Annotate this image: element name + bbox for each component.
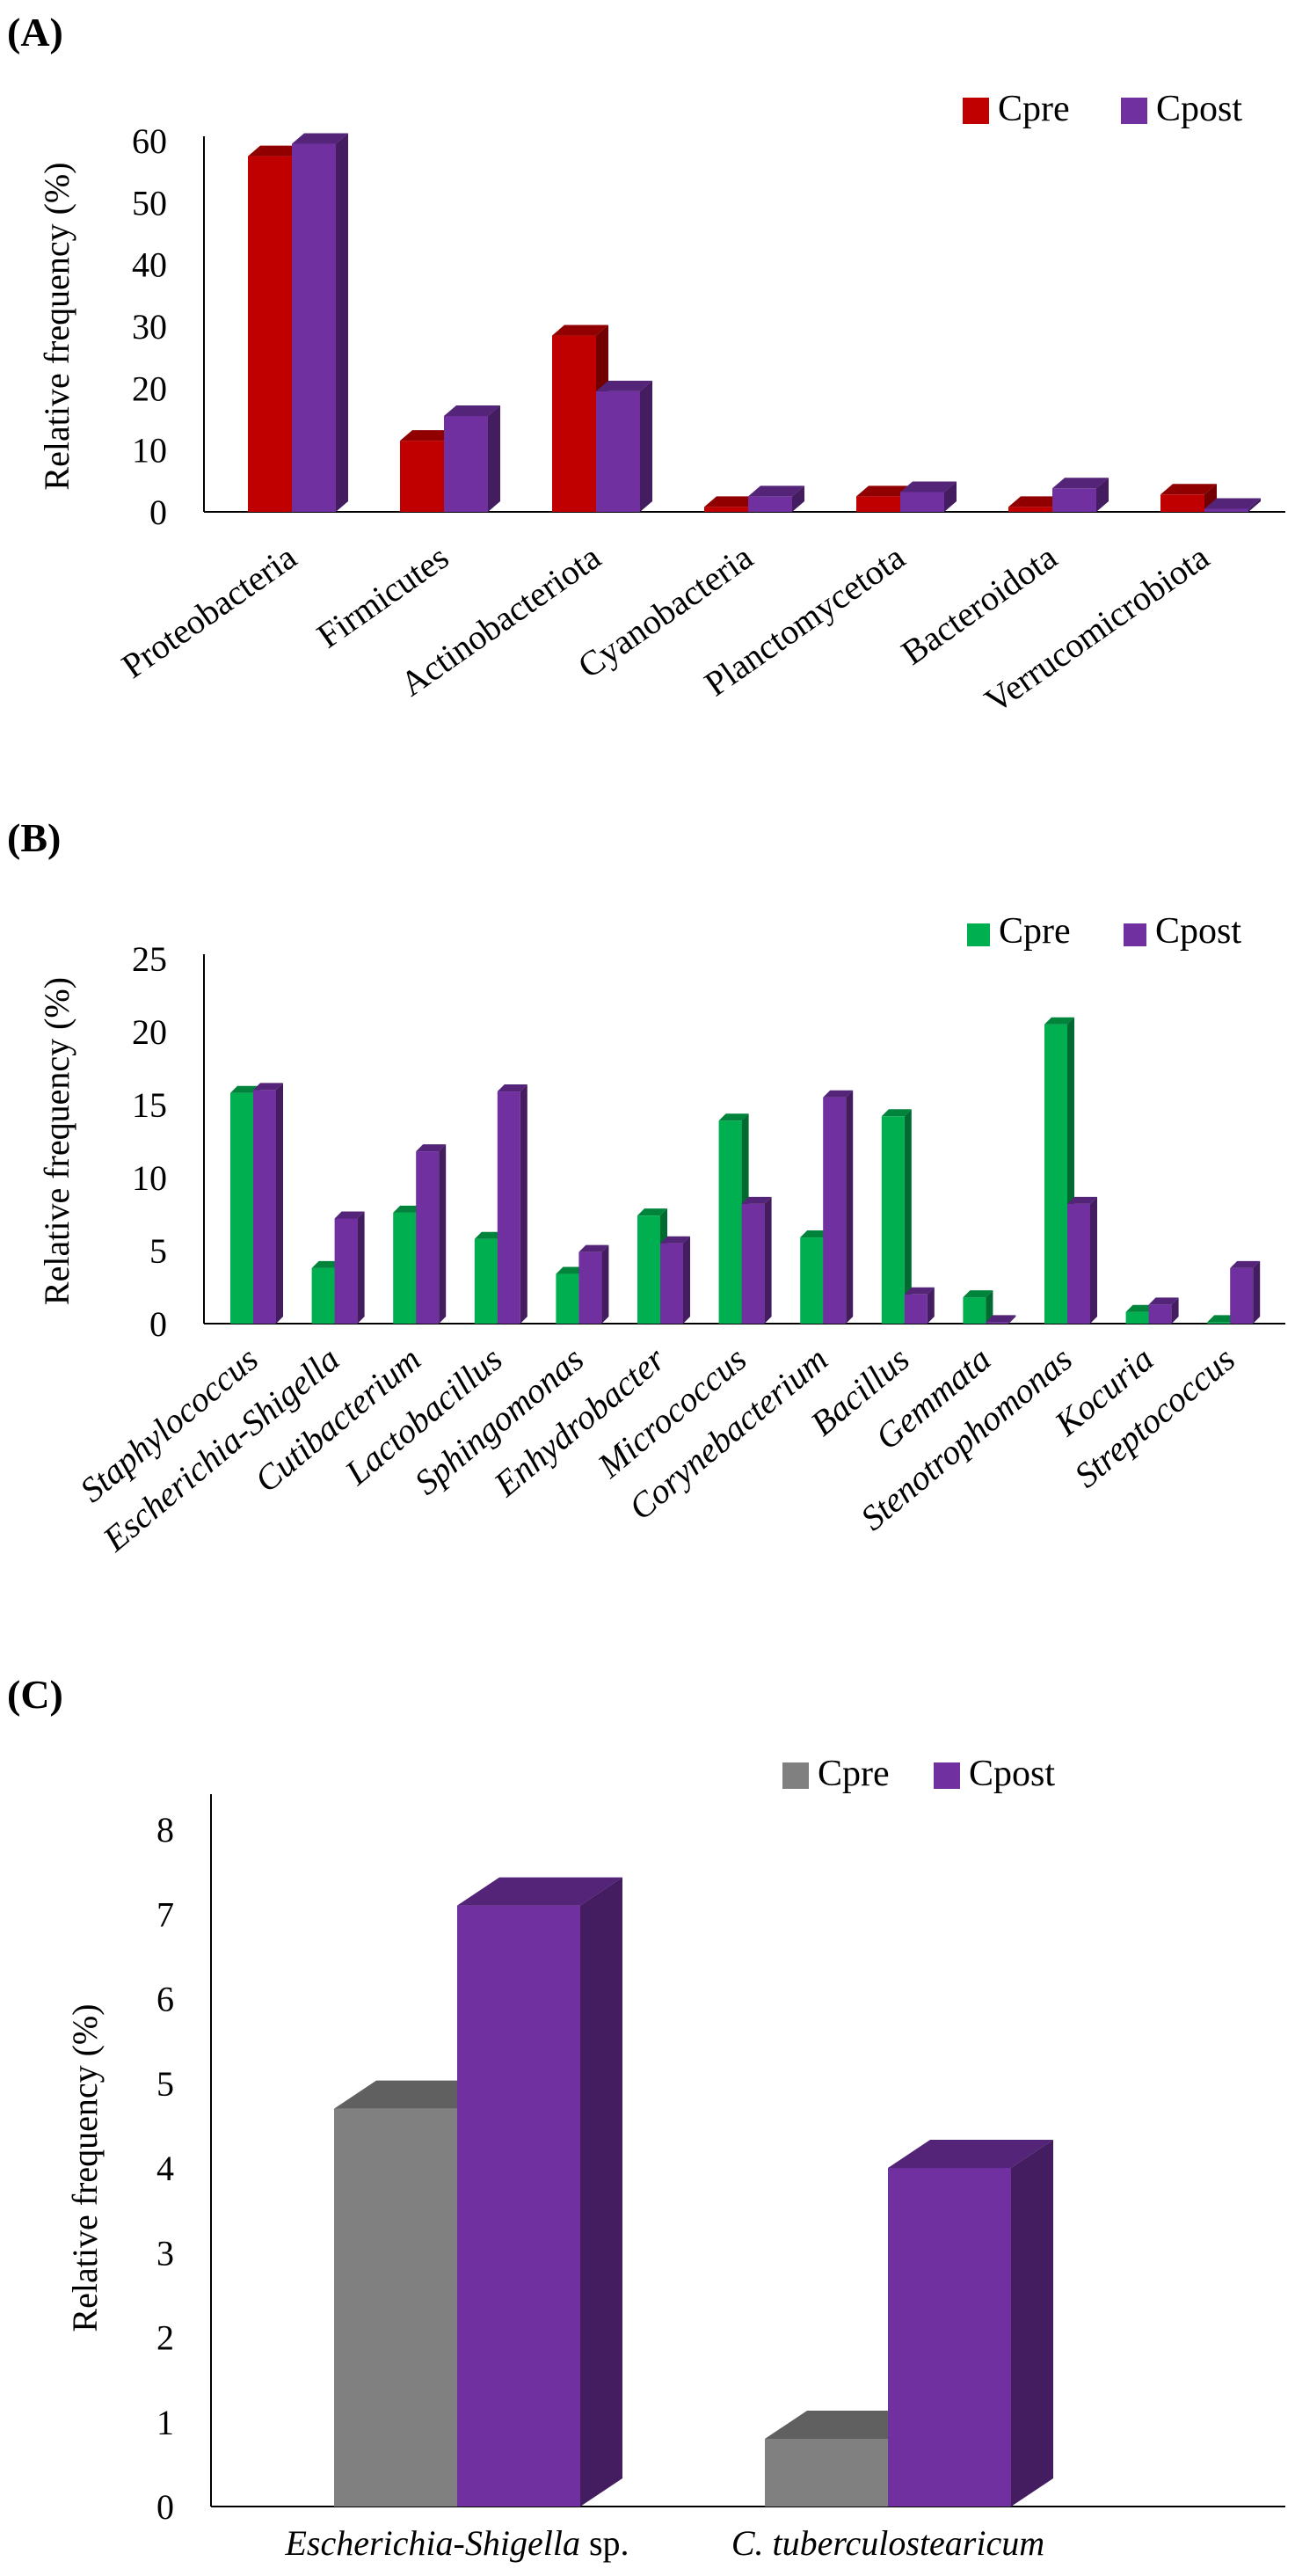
bar-cpost-3 bbox=[748, 485, 804, 512]
legend-label-cpre: Cpre bbox=[999, 911, 1071, 952]
bar-cpre-6 bbox=[1160, 484, 1217, 512]
x-category-label: Escherichia-Shigella sp. bbox=[284, 2523, 629, 2563]
panel-a: (A) 0 10 20 30 40 50 60 Relative frequency (%) Pr… bbox=[7, 10, 1285, 720]
y-tick-label: 15 bbox=[132, 1085, 167, 1125]
bar-cpost-5 bbox=[660, 1236, 690, 1324]
bar-cpost-11 bbox=[1148, 1297, 1179, 1324]
bar-cpost-6 bbox=[741, 1196, 772, 1324]
bar-cpre-0 bbox=[248, 145, 304, 513]
legend-swatch-cpre bbox=[782, 1762, 809, 1789]
bar-cpost-2 bbox=[596, 380, 652, 512]
panel-c: (C) 0 1 2 3 4 5 6 7 8 Relative frequency (%) Escher… bbox=[7, 1672, 1285, 2563]
legend-swatch-cpost bbox=[1124, 923, 1146, 946]
y-tick-label: 5 bbox=[156, 2064, 174, 2104]
bar-cpre-8 bbox=[881, 1109, 912, 1324]
legend-label-cpre: Cpre bbox=[998, 89, 1070, 129]
y-tick-label: 3 bbox=[156, 2233, 174, 2273]
bar-cpost-4 bbox=[578, 1244, 609, 1324]
y-tick-label: 30 bbox=[132, 307, 167, 347]
legend-swatch-cpost bbox=[1121, 98, 1147, 124]
bar-cpost-3 bbox=[497, 1084, 527, 1324]
x-category-label: Proteobacteria bbox=[114, 536, 303, 685]
x-category-label: C. tuberculostearicum bbox=[731, 2523, 1044, 2563]
y-tick-label: 7 bbox=[156, 1894, 174, 1934]
bar-cpost-0 bbox=[253, 1083, 283, 1324]
panel-label: (B) bbox=[7, 815, 61, 860]
y-tick-label: 50 bbox=[132, 183, 167, 223]
legend-swatch-cpre bbox=[967, 923, 990, 946]
bar-cpost-7 bbox=[823, 1090, 854, 1324]
bar-cpost-4 bbox=[900, 481, 957, 512]
y-tick-label: 40 bbox=[132, 245, 167, 285]
legend-swatch-cpost bbox=[934, 1762, 960, 1789]
legend-label-cpost: Cpost bbox=[1156, 89, 1242, 129]
y-tick-label: 8 bbox=[156, 1810, 174, 1850]
panel-label: (C) bbox=[7, 1672, 63, 1717]
y-tick-label: 0 bbox=[156, 2487, 174, 2527]
bar-cpost-12 bbox=[1230, 1260, 1261, 1324]
bar-cpre-9 bbox=[963, 1290, 993, 1324]
y-tick-label: 20 bbox=[132, 1012, 167, 1052]
y-axis-label: Relative frequency (%) bbox=[37, 162, 76, 490]
bar-cpost-5 bbox=[1052, 478, 1109, 512]
y-tick-label: 4 bbox=[156, 2149, 174, 2188]
y-tick-label: 60 bbox=[132, 121, 167, 161]
x-category-label: Firmicutes bbox=[309, 537, 455, 656]
bar-cpost-0 bbox=[457, 1877, 622, 2507]
bar-cpost-1 bbox=[444, 405, 500, 512]
bar-cpost-9 bbox=[986, 1315, 1016, 1324]
bar-cpre-1 bbox=[311, 1260, 342, 1324]
y-axis-label: Relative frequency (%) bbox=[65, 2003, 105, 2332]
bar-cpost-8 bbox=[904, 1287, 935, 1324]
panel-label: (A) bbox=[7, 10, 63, 55]
y-tick-label: 0 bbox=[149, 493, 167, 532]
legend-swatch-cpre bbox=[963, 98, 989, 124]
y-tick-label: 10 bbox=[132, 1158, 167, 1198]
y-tick-label: 2 bbox=[156, 2318, 174, 2358]
legend-label-cpost: Cpost bbox=[969, 1754, 1055, 1794]
bar-cpost-1 bbox=[334, 1211, 365, 1324]
y-tick-label: 25 bbox=[132, 939, 167, 979]
y-tick-label: 5 bbox=[149, 1231, 167, 1271]
y-tick-label: 6 bbox=[156, 1980, 174, 2019]
bar-cpost-6 bbox=[1204, 498, 1261, 512]
legend-label-cpre: Cpre bbox=[818, 1754, 890, 1794]
y-tick-label: 10 bbox=[132, 431, 167, 471]
y-axis-label: Relative frequency (%) bbox=[37, 977, 76, 1305]
legend-label-cpost: Cpost bbox=[1155, 911, 1241, 952]
bar-cpost-1 bbox=[888, 2140, 1053, 2507]
y-tick-label: 0 bbox=[149, 1304, 167, 1344]
bar-cpost-2 bbox=[416, 1144, 447, 1324]
y-tick-label: 1 bbox=[156, 2403, 174, 2442]
y-tick-label: 20 bbox=[132, 369, 167, 408]
bar-cpost-0 bbox=[292, 133, 348, 512]
bar-cpost-10 bbox=[1067, 1196, 1097, 1324]
